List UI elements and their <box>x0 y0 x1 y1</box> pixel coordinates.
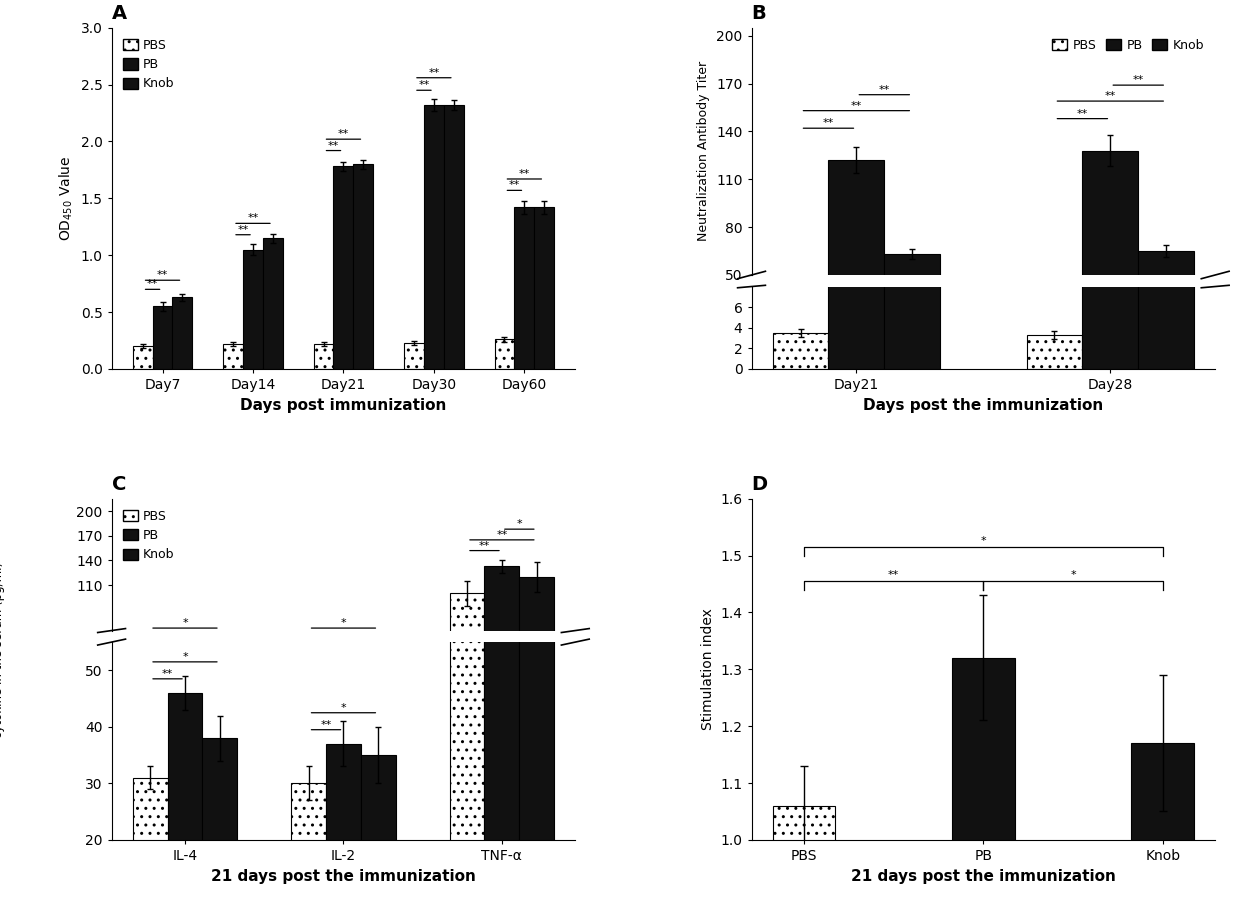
Text: **: ** <box>247 213 259 223</box>
Bar <box>1027 335 1083 369</box>
Bar <box>534 208 554 369</box>
Text: **: ** <box>148 280 159 289</box>
Bar <box>450 388 485 923</box>
Legend: PBS, PB, Knob: PBS, PB, Knob <box>118 505 180 567</box>
Bar <box>773 333 828 369</box>
X-axis label: Days post the immunization: Days post the immunization <box>863 398 1104 413</box>
Text: **: ** <box>1076 109 1087 119</box>
Text: *: * <box>341 702 346 713</box>
Text: **: ** <box>888 570 899 580</box>
Bar <box>291 784 326 923</box>
Legend: PBS, PB, Knob: PBS, PB, Knob <box>1048 34 1209 57</box>
Bar <box>828 0 884 369</box>
Y-axis label: Stimulation index: Stimulation index <box>701 608 714 730</box>
Text: *: * <box>182 618 187 628</box>
Bar <box>263 238 283 369</box>
Bar <box>1138 251 1194 354</box>
Text: **: ** <box>508 180 520 190</box>
Bar <box>353 164 373 369</box>
Bar <box>326 645 361 676</box>
Bar <box>485 201 520 923</box>
Text: **: ** <box>327 140 339 150</box>
Bar <box>1138 0 1194 369</box>
Legend: PBS, PB, Knob: PBS, PB, Knob <box>118 34 180 95</box>
Text: **: ** <box>823 118 835 128</box>
Bar <box>1083 0 1138 369</box>
Text: **: ** <box>237 224 249 234</box>
Text: **: ** <box>1105 91 1116 102</box>
Bar <box>1083 150 1138 354</box>
Y-axis label: Neutralization Antibody Titer: Neutralization Antibody Titer <box>697 61 711 242</box>
Text: **: ** <box>479 541 490 551</box>
Bar <box>223 344 243 369</box>
Bar <box>515 208 534 369</box>
Text: B: B <box>751 5 766 23</box>
Text: *: * <box>341 618 346 628</box>
Bar <box>167 638 202 676</box>
Bar <box>326 744 361 923</box>
Text: **: ** <box>1132 75 1143 85</box>
X-axis label: 21 days post the immunization: 21 days post the immunization <box>211 869 476 883</box>
Text: **: ** <box>320 720 331 730</box>
Text: **: ** <box>518 169 529 179</box>
X-axis label: 21 days post the immunization: 21 days post the immunization <box>851 869 1116 883</box>
Text: **: ** <box>428 67 439 78</box>
Text: **: ** <box>162 669 174 678</box>
Text: **: ** <box>851 101 862 111</box>
Bar <box>361 755 396 923</box>
Bar <box>133 778 167 923</box>
Bar <box>133 346 153 369</box>
Y-axis label: OD$_{450}$ Value: OD$_{450}$ Value <box>57 156 74 241</box>
Bar <box>884 0 940 369</box>
Text: **: ** <box>879 85 890 95</box>
Y-axis label: The concentration of different
cytokine in the serum (pg/ml): The concentration of different cytokine … <box>0 562 5 738</box>
Bar <box>291 651 326 676</box>
Bar <box>1027 350 1083 354</box>
Bar <box>952 658 1014 923</box>
Bar <box>884 254 940 354</box>
Text: A: A <box>112 5 126 23</box>
Bar <box>202 738 237 923</box>
Bar <box>1131 743 1194 923</box>
Bar <box>424 105 444 369</box>
X-axis label: Days post immunization: Days post immunization <box>241 398 446 413</box>
Bar <box>520 275 554 923</box>
Bar <box>773 806 836 923</box>
Bar <box>202 644 237 676</box>
Bar <box>172 297 192 369</box>
Text: D: D <box>751 475 768 495</box>
Text: *: * <box>182 652 187 662</box>
Bar <box>450 593 485 676</box>
Text: C: C <box>112 475 126 495</box>
Bar <box>361 647 396 676</box>
Bar <box>153 306 172 369</box>
Bar <box>314 344 334 369</box>
Text: **: ** <box>157 270 169 281</box>
Bar <box>444 105 464 369</box>
Text: **: ** <box>337 129 350 139</box>
Bar <box>243 249 263 369</box>
Text: *: * <box>517 519 522 529</box>
Text: *: * <box>981 536 986 545</box>
Bar <box>520 577 554 676</box>
Text: **: ** <box>418 80 429 90</box>
Bar <box>404 342 424 369</box>
Text: **: ** <box>496 530 507 540</box>
Bar <box>495 340 515 369</box>
Bar <box>773 349 828 354</box>
Bar <box>485 566 520 676</box>
Text: *: * <box>1070 570 1076 580</box>
Bar <box>828 160 884 354</box>
Bar <box>334 166 353 369</box>
Bar <box>133 651 167 676</box>
Bar <box>167 693 202 923</box>
